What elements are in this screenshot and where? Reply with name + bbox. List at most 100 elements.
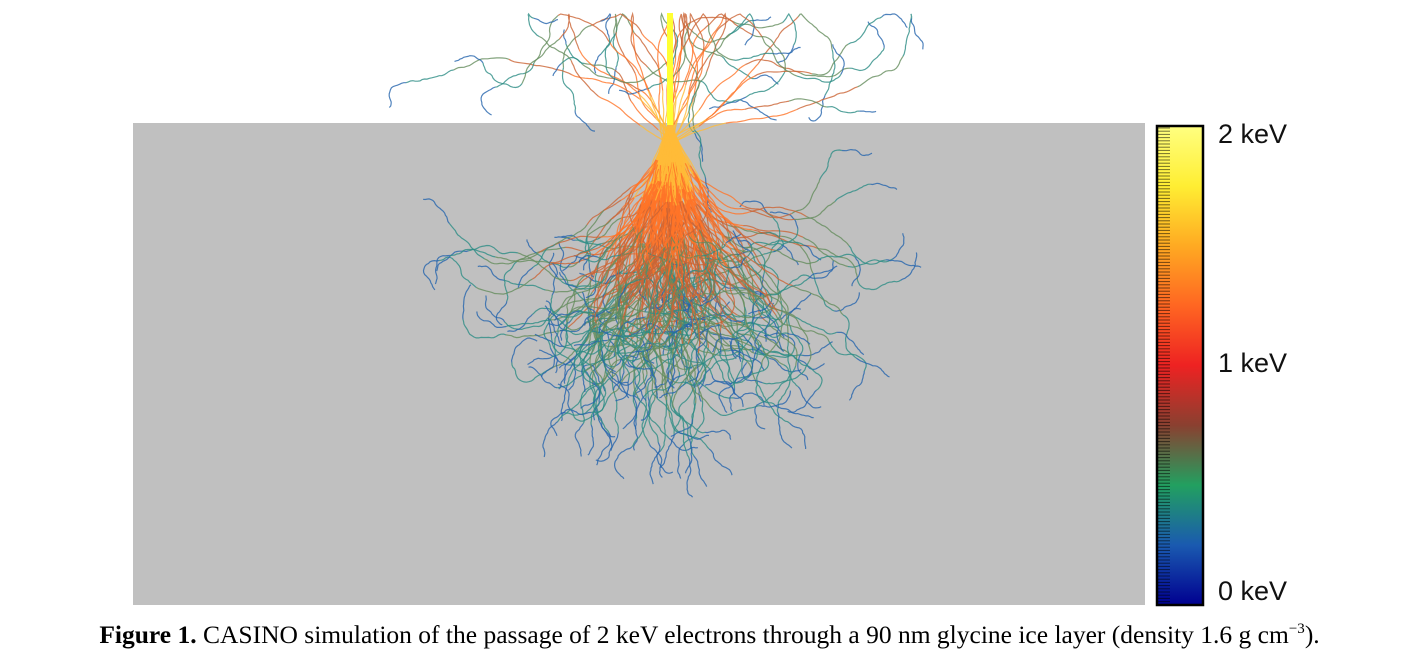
electron-trajectory	[666, 331, 673, 371]
electron-trajectory	[704, 250, 734, 302]
electron-trajectory	[712, 337, 739, 353]
electron-trajectory	[506, 319, 552, 328]
electron-trajectory	[697, 281, 713, 326]
electron-trajectory	[857, 55, 904, 88]
electron-trajectory	[563, 343, 606, 355]
electron-trajectory	[495, 300, 508, 326]
electron-trajectory	[574, 423, 584, 457]
electron-trajectory	[733, 52, 773, 61]
electron-trajectory	[744, 24, 756, 46]
electron-trajectory	[670, 321, 692, 337]
electron-trajectory	[848, 371, 865, 401]
electron-trajectory	[612, 330, 647, 378]
electron-trajectory	[744, 100, 790, 110]
electron-trajectory	[570, 60, 599, 97]
electron-trajectory	[755, 248, 766, 276]
electron-trajectory	[622, 329, 626, 371]
electron-trajectory	[495, 256, 550, 264]
electron-trajectory	[739, 250, 795, 288]
electron-trajectory	[608, 331, 653, 349]
electron-trajectory	[704, 429, 732, 440]
electron-trajectory	[557, 13, 611, 44]
electron-trajectory	[789, 422, 807, 449]
electron-trajectory	[803, 244, 822, 261]
electron-trajectory	[574, 110, 596, 132]
electron-trajectory	[649, 450, 661, 485]
electron-trajectory	[612, 370, 625, 391]
electron-trajectory	[565, 331, 592, 366]
electron-trajectory	[691, 318, 706, 321]
electron-trajectory	[808, 95, 826, 122]
electron-trajectory	[656, 442, 674, 474]
electron-trajectory	[634, 73, 657, 119]
electron-trajectory	[697, 192, 741, 252]
electron-trajectory	[725, 233, 742, 244]
electron-trajectory	[856, 279, 902, 291]
electron-trajectory	[667, 201, 684, 276]
electron-trajectory	[511, 362, 550, 383]
electron-trajectory	[639, 310, 659, 357]
electron-trajectory	[611, 191, 634, 220]
electron-trajectory	[636, 395, 670, 439]
electron-trajectory	[647, 67, 682, 90]
electron-trajectory	[588, 263, 594, 278]
electron-trajectory	[777, 411, 793, 449]
electron-trajectory	[816, 253, 856, 262]
electron-trajectory	[565, 43, 583, 65]
electron-trajectory	[480, 86, 496, 116]
electron-trajectories	[388, 11, 924, 498]
electron-trajectory	[726, 266, 778, 312]
electron-trajectory	[651, 390, 680, 433]
electron-trajectory	[737, 340, 742, 362]
electron-trajectory	[648, 367, 659, 399]
electron-trajectory	[558, 356, 576, 390]
electron-trajectory	[581, 291, 602, 323]
electron-trajectory	[754, 331, 765, 355]
electron-trajectory	[680, 11, 692, 46]
electron-trajectory	[684, 276, 694, 344]
electron-trajectory	[892, 233, 905, 260]
electron-trajectory	[578, 341, 593, 384]
electron-trajectory	[724, 231, 782, 239]
colorbar-label-bottom: 0 keV	[1218, 576, 1288, 606]
electron-trajectory	[794, 201, 836, 221]
caption-superscript: −3	[1288, 621, 1305, 637]
electron-trajectory	[745, 71, 786, 98]
electron-trajectory	[550, 321, 569, 359]
electron-trajectory	[763, 228, 799, 255]
electron-trajectory	[643, 372, 681, 398]
electron-trajectory	[723, 235, 756, 250]
electron-trajectory	[573, 334, 603, 365]
electron-trajectory	[686, 459, 694, 498]
electron-trajectory	[733, 287, 753, 333]
electron-trajectory	[619, 225, 639, 270]
electron-trajectory	[707, 33, 730, 58]
electron-trajectory	[587, 424, 595, 456]
electron-trajectory	[769, 357, 802, 373]
electron-trajectory	[539, 349, 566, 365]
electron-trajectory	[618, 269, 641, 335]
electron-trajectory	[722, 289, 770, 298]
electron-trajectory	[534, 333, 563, 348]
electron-trajectory	[494, 62, 535, 88]
electron-trajectory	[729, 388, 736, 412]
electron-trajectory	[695, 330, 708, 359]
electron-trajectory	[867, 21, 885, 48]
electron-trajectory	[842, 314, 857, 359]
electron-trajectory	[550, 411, 567, 437]
electron-trajectory	[669, 354, 676, 384]
electron-trajectory	[554, 310, 580, 321]
electron-trajectory	[715, 269, 730, 297]
electron-trajectory	[741, 207, 793, 219]
electron-trajectory	[643, 354, 654, 377]
electron-trajectory	[658, 384, 684, 399]
electron-trajectory	[582, 63, 610, 79]
electron-trajectory	[682, 293, 688, 313]
electron-trajectory	[683, 400, 705, 445]
electron-trajectory	[847, 258, 893, 268]
electron-trajectory	[692, 243, 723, 291]
colorbar-gradient	[1157, 126, 1203, 605]
electron-trajectory	[622, 228, 644, 254]
electron-trajectory	[631, 399, 656, 448]
electron-trajectory	[609, 42, 653, 98]
